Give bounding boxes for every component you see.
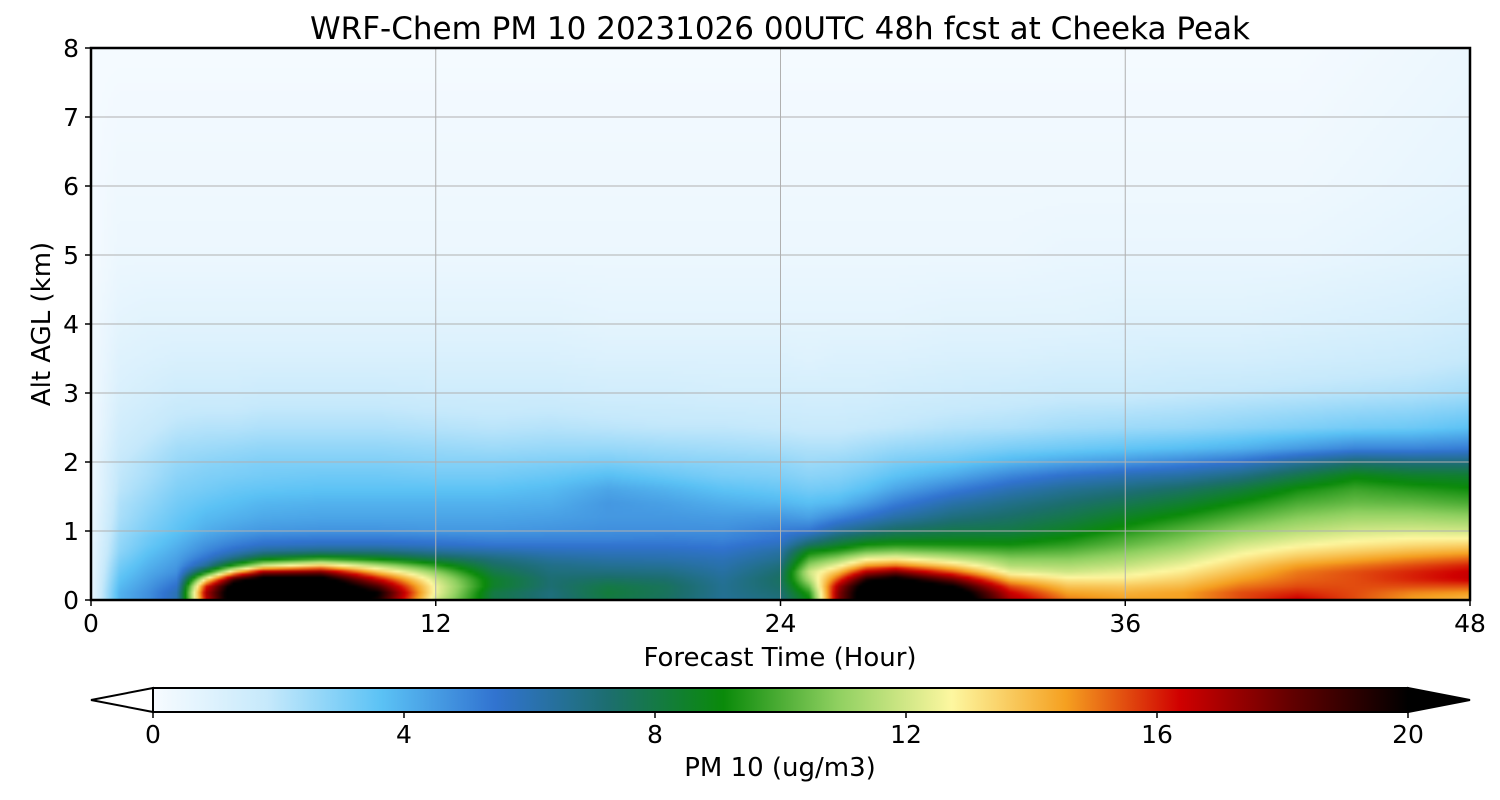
colorbar-tick-label: 8 xyxy=(647,720,663,749)
colorbar-tick-label: 4 xyxy=(396,720,412,749)
colorbar-extend-max xyxy=(1407,686,1471,714)
y-tick-label: 6 xyxy=(63,172,79,201)
colorbar-label: PM 10 (ug/m3) xyxy=(684,753,876,783)
y-tick-label: 0 xyxy=(63,586,79,615)
y-tick-label: 8 xyxy=(63,34,79,63)
y-tick-label: 7 xyxy=(63,103,79,132)
x-tick-label: 48 xyxy=(1454,609,1486,638)
y-tick-label: 1 xyxy=(63,517,79,546)
y-tick-label: 4 xyxy=(63,310,79,339)
grid xyxy=(91,48,1470,600)
chart-title: WRF-Chem PM 10 20231026 00UTC 48h fcst a… xyxy=(310,11,1250,47)
colorbar-tick-label: 12 xyxy=(890,720,922,749)
x-axis-label: Forecast Time (Hour) xyxy=(643,643,916,673)
colorbar-tick-label: 20 xyxy=(1392,720,1424,749)
colorbar-extend-min xyxy=(90,686,154,714)
x-tick-label: 24 xyxy=(765,609,797,638)
y-tick-label: 5 xyxy=(63,241,79,270)
x-tick-label: 12 xyxy=(420,609,452,638)
y-axis-label: Alt AGL (km) xyxy=(27,242,57,406)
colorbar: 0 4 8 12 16 20 PM 10 (ug/m3) xyxy=(90,686,1471,783)
y-tick-label: 2 xyxy=(63,448,79,477)
y-tick-label: 3 xyxy=(63,379,79,408)
colorbar-tick-label: 16 xyxy=(1141,720,1173,749)
colorbar-tick-label: 0 xyxy=(145,720,161,749)
colorbar-ticks: 0 4 8 12 16 20 xyxy=(145,712,1424,749)
y-axis: 0 1 2 3 4 5 6 7 8 xyxy=(63,34,91,615)
colorbar-bar xyxy=(152,687,1409,713)
x-axis: 0 12 24 36 48 xyxy=(83,600,1486,638)
x-tick-label: 0 xyxy=(83,609,99,638)
x-tick-label: 36 xyxy=(1109,609,1141,638)
